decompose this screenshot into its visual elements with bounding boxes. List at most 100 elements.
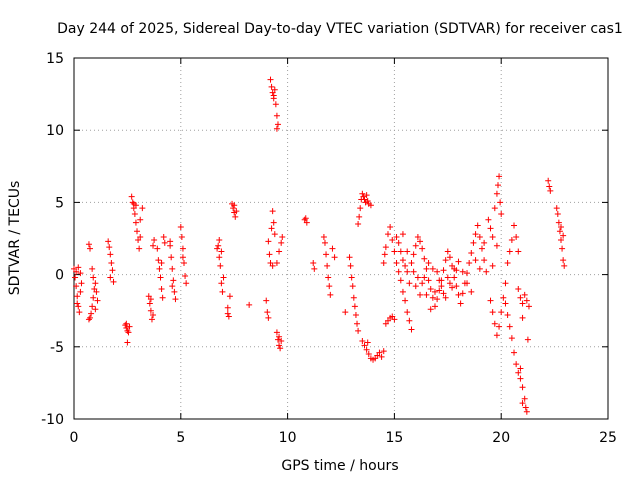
- data-point: [273, 329, 280, 336]
- data-point: [94, 297, 101, 304]
- data-point: [417, 291, 424, 298]
- data-point: [399, 231, 406, 238]
- data-point: [131, 210, 138, 217]
- data-point: [399, 288, 406, 295]
- data-point: [496, 173, 503, 180]
- data-point: [217, 262, 224, 269]
- data-point: [107, 251, 114, 258]
- data-point: [171, 288, 178, 295]
- data-point: [558, 223, 565, 230]
- axis-ticks: [73, 57, 609, 420]
- data-point: [150, 242, 157, 249]
- data-point: [459, 290, 466, 297]
- data-point: [423, 291, 430, 298]
- data-point: [356, 213, 363, 220]
- data-point: [233, 208, 240, 215]
- data-point: [489, 309, 496, 316]
- data-point: [487, 225, 494, 232]
- data-point: [504, 260, 511, 267]
- data-point: [274, 121, 281, 128]
- data-point: [363, 192, 370, 199]
- data-point: [502, 300, 509, 307]
- data-point: [346, 254, 353, 261]
- data-point: [481, 257, 488, 264]
- data-point: [474, 222, 481, 229]
- data-point: [134, 228, 141, 235]
- data-point: [381, 251, 388, 258]
- data-point: [444, 248, 451, 255]
- data-point: [139, 205, 146, 212]
- data-point: [389, 236, 396, 243]
- data-point: [92, 280, 99, 287]
- data-point: [425, 277, 432, 284]
- data-point: [455, 291, 462, 298]
- data-point: [442, 257, 449, 264]
- data-point: [267, 76, 274, 83]
- data-point: [387, 223, 394, 230]
- data-point: [491, 205, 498, 212]
- data-point: [273, 125, 280, 132]
- data-point: [481, 239, 488, 246]
- data-point: [476, 265, 483, 272]
- data-point: [264, 309, 271, 316]
- data-point: [110, 278, 117, 285]
- data-point: [75, 303, 82, 310]
- data-point: [436, 277, 443, 284]
- data-point: [75, 264, 82, 271]
- data-point: [391, 248, 398, 255]
- data-point: [272, 101, 279, 108]
- data-point: [421, 274, 428, 281]
- data-point: [108, 260, 115, 267]
- data-point: [410, 251, 417, 258]
- data-point: [324, 262, 331, 269]
- data-point: [523, 297, 530, 304]
- data-point: [150, 312, 157, 319]
- data-point: [517, 375, 524, 382]
- data-point: [126, 323, 133, 330]
- data-point: [109, 267, 116, 274]
- data-point: [545, 177, 552, 184]
- data-point: [493, 242, 500, 249]
- data-point: [404, 248, 411, 255]
- data-point: [232, 213, 239, 220]
- data-point: [476, 234, 483, 241]
- data-point: [508, 335, 515, 342]
- data-point: [395, 268, 402, 275]
- y-axis-label: SDTVAR / TECUs: [7, 181, 23, 296]
- data-point: [560, 257, 567, 264]
- data-point: [560, 232, 567, 239]
- data-point: [93, 288, 100, 295]
- data-point: [515, 369, 522, 376]
- x-axis-label: GPS time / hours: [281, 458, 398, 474]
- data-point: [161, 239, 168, 246]
- data-point: [274, 336, 281, 343]
- data-point: [278, 338, 285, 345]
- y-tick-labels: -10 -5 0 5 10 15: [41, 51, 64, 428]
- data-point: [470, 239, 477, 246]
- data-point: [519, 400, 526, 407]
- data-point: [277, 345, 284, 352]
- x-tick-label: 20: [492, 430, 510, 446]
- data-point: [218, 280, 225, 287]
- data-point: [90, 294, 97, 301]
- data-point: [87, 314, 94, 321]
- data-point: [263, 297, 270, 304]
- data-point: [511, 349, 518, 356]
- data-point: [151, 236, 158, 243]
- data-point: [523, 408, 530, 415]
- data-point: [158, 286, 165, 293]
- data-point: [326, 283, 333, 290]
- data-point: [279, 234, 286, 241]
- data-point: [73, 268, 80, 275]
- data-point: [310, 260, 317, 267]
- data-point: [497, 199, 504, 206]
- data-point: [423, 265, 430, 272]
- data-point: [519, 300, 526, 307]
- data-point: [496, 323, 503, 330]
- data-point: [183, 280, 190, 287]
- data-point: [487, 297, 494, 304]
- data-point: [504, 312, 511, 319]
- data-point: [493, 332, 500, 339]
- data-point: [506, 248, 513, 255]
